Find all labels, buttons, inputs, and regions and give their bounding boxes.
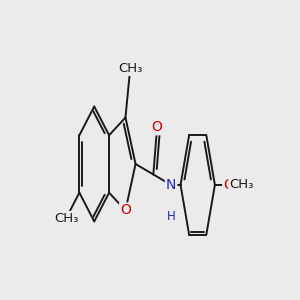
Text: O: O bbox=[223, 178, 234, 192]
Text: CH₃: CH₃ bbox=[54, 212, 78, 225]
Text: O: O bbox=[120, 203, 131, 218]
Text: H: H bbox=[167, 210, 176, 223]
Text: N: N bbox=[166, 178, 176, 192]
Text: O: O bbox=[152, 120, 163, 134]
Text: CH₃: CH₃ bbox=[229, 178, 254, 191]
Text: CH₃: CH₃ bbox=[118, 62, 142, 75]
